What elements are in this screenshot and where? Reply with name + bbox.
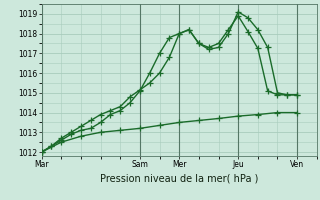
X-axis label: Pression niveau de la mer( hPa ): Pression niveau de la mer( hPa ) [100,173,258,183]
